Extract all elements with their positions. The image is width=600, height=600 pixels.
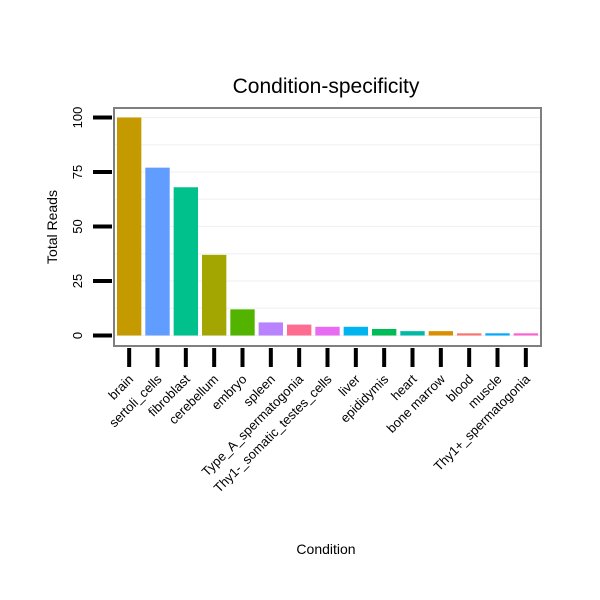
bars [116,117,539,336]
bar [456,333,482,336]
bar [400,331,425,336]
bar [286,324,312,336]
bar [371,328,397,336]
bar [201,254,227,336]
bar [230,309,255,336]
bar [258,322,284,336]
chart-title: Condition-specificity [233,75,420,98]
y-tick-label: 75 [70,165,85,179]
y-axis: 0 25 50 75 100 [70,107,112,339]
bar [145,167,170,336]
bar [315,326,340,336]
bar [485,333,510,336]
y-tick-label: 100 [70,107,85,129]
y-tick-label: 0 [70,332,85,339]
bar [173,187,199,336]
x-axis: brainsertoli_cellsfibroblastcerebellumem… [105,348,533,496]
y-axis-title: Total Reads [44,190,60,264]
bar [513,333,539,336]
bar [428,331,454,336]
bar [343,326,369,336]
y-tick-label: 50 [70,219,85,233]
y-tick-label: 25 [70,274,85,288]
bar [116,117,142,336]
x-axis-title: Condition [296,541,355,557]
